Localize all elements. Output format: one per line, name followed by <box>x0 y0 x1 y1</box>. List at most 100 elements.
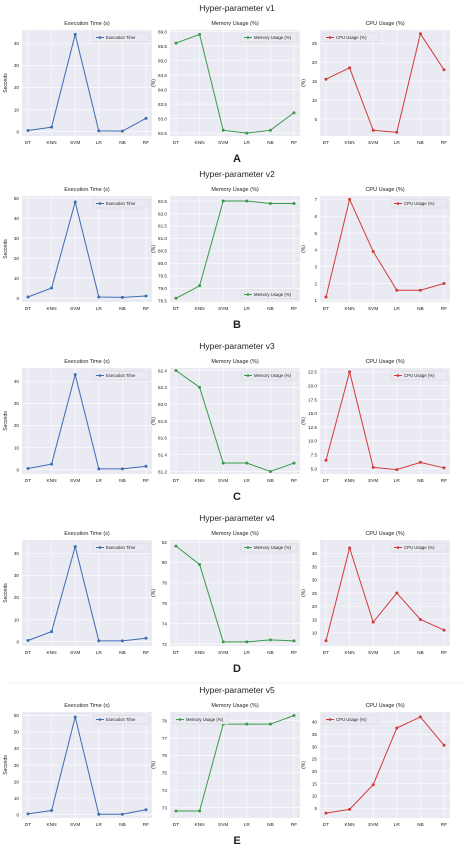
x-tick-label: NB <box>417 478 424 484</box>
data-point <box>348 807 352 811</box>
y-tick-label: 74 <box>162 621 168 626</box>
data-point <box>245 640 249 644</box>
y-tick-label: 84.0 <box>158 87 167 92</box>
chart-title: Memory Usage (%) <box>211 531 259 537</box>
y-tick-label: 30 <box>14 236 20 241</box>
data-point <box>198 284 202 288</box>
y-tick-label: 20 <box>14 779 20 784</box>
x-tick-label: LR <box>394 478 401 484</box>
chart-title: Memory Usage (%) <box>211 359 259 365</box>
x-tick-label: DT <box>323 650 329 656</box>
x-tick-label: DT <box>173 140 179 146</box>
plot-area <box>320 30 450 136</box>
legend-marker <box>246 36 250 39</box>
group-title: Hyper-parameter v4 <box>199 513 275 523</box>
data-point <box>73 715 77 719</box>
group-letter: E <box>233 835 240 847</box>
legend-marker <box>98 374 102 377</box>
y-tick-label: 0 <box>16 467 19 472</box>
legend-marker <box>178 718 182 721</box>
legend-marker <box>98 546 102 549</box>
y-tick-label: 78 <box>162 581 168 586</box>
data-point <box>50 286 54 290</box>
x-tick-label: KNN <box>195 822 206 828</box>
data-point <box>144 294 148 298</box>
legend: Execution Time <box>92 32 150 43</box>
legend: Memory Usage (%) <box>172 714 230 725</box>
series-line <box>175 370 295 473</box>
y-axis-label: Seconds <box>3 411 9 431</box>
x-tick-label: LR <box>244 650 251 656</box>
series-line <box>27 544 147 642</box>
data-point <box>198 809 202 813</box>
x-tick-label: DT <box>25 822 31 828</box>
legend-box <box>240 289 298 300</box>
y-tick-label: 81.2 <box>158 469 167 474</box>
x-tick-label: RF <box>291 140 297 146</box>
data-point <box>198 562 202 566</box>
y-tick-label: 83.0 <box>158 116 167 121</box>
x-tick-label: RF <box>143 650 149 656</box>
data-point <box>292 639 296 643</box>
legend-marker <box>98 718 102 721</box>
series-line <box>27 34 147 132</box>
x-tick-label: SVM <box>218 140 228 146</box>
group-title: Hyper-parameter v5 <box>199 685 275 695</box>
x-tick-label: KNN <box>345 140 356 146</box>
y-axis-label: (%) <box>151 79 157 87</box>
y-tick-label: 82.2 <box>158 385 167 390</box>
x-tick-label: KNN <box>345 822 356 828</box>
x-tick-label: LR <box>394 822 401 828</box>
series-line <box>325 32 445 133</box>
legend-marker <box>328 36 332 39</box>
series-line <box>325 546 445 641</box>
chart-title: CPU Usage (%) <box>365 21 404 27</box>
y-tick-label: 82.0 <box>158 402 167 407</box>
y-tick-label: 0 <box>16 129 19 134</box>
y-tick-label: 30 <box>14 401 20 406</box>
y-axis-label: Seconds <box>3 239 9 259</box>
x-tick-label: RF <box>441 478 447 484</box>
data-point <box>348 197 352 201</box>
y-tick-label: 81.0 <box>158 236 167 241</box>
chart-execution: Execution Time (s) 0 10 20 30 40 DT KNN SVM LR NB R… <box>3 359 152 484</box>
y-tick-label: 86.0 <box>158 29 167 34</box>
x-tick-label: SVM <box>70 478 80 484</box>
legend-box <box>92 542 150 553</box>
x-tick-label: SVM <box>368 822 378 828</box>
chart-title: Execution Time (s) <box>64 531 110 537</box>
series-line <box>325 716 445 814</box>
y-tick-label: 20 <box>14 423 20 428</box>
data-point <box>73 373 77 377</box>
data-point <box>120 812 124 816</box>
data-point <box>221 128 225 132</box>
chart-memory: Memory Usage (%) 78.5 79.0 79.5 80.0 80.5 81.0… <box>151 187 300 312</box>
legend: CPU Usage (%) <box>322 714 380 725</box>
y-tick-label: 12.5 <box>308 425 317 430</box>
data-point <box>198 385 202 389</box>
data-point <box>221 199 225 203</box>
data-point <box>73 545 77 549</box>
chart-title: Memory Usage (%) <box>211 21 259 27</box>
y-tick-label: 7 <box>314 197 317 202</box>
x-tick-label: DT <box>173 478 179 484</box>
plot-area <box>170 712 300 818</box>
panel-b: Hyper-parameter v2 B Execution Time (s) 0 10… <box>3 169 450 331</box>
x-tick-label: RF <box>441 140 447 146</box>
series-line <box>27 374 147 470</box>
legend-box <box>390 370 448 381</box>
data-point <box>442 68 446 72</box>
y-tick-label: 82.5 <box>158 131 167 136</box>
x-tick-label: NB <box>417 306 424 312</box>
legend: CPU Usage (%) <box>390 198 448 209</box>
x-tick-label: DT <box>173 650 179 656</box>
legend-label: Execution Time <box>106 545 136 550</box>
x-tick-label: DT <box>323 478 329 484</box>
legend-marker <box>328 718 332 721</box>
legend-marker <box>98 202 102 205</box>
y-tick-label: 5 <box>314 806 317 811</box>
group-letter: B <box>233 319 241 331</box>
y-tick-label: 10 <box>14 276 20 281</box>
panel-d: Hyper-parameter v4 D Execution Time (s) 0 10… <box>3 513 464 684</box>
group-title: Hyper-parameter v1 <box>199 3 275 13</box>
